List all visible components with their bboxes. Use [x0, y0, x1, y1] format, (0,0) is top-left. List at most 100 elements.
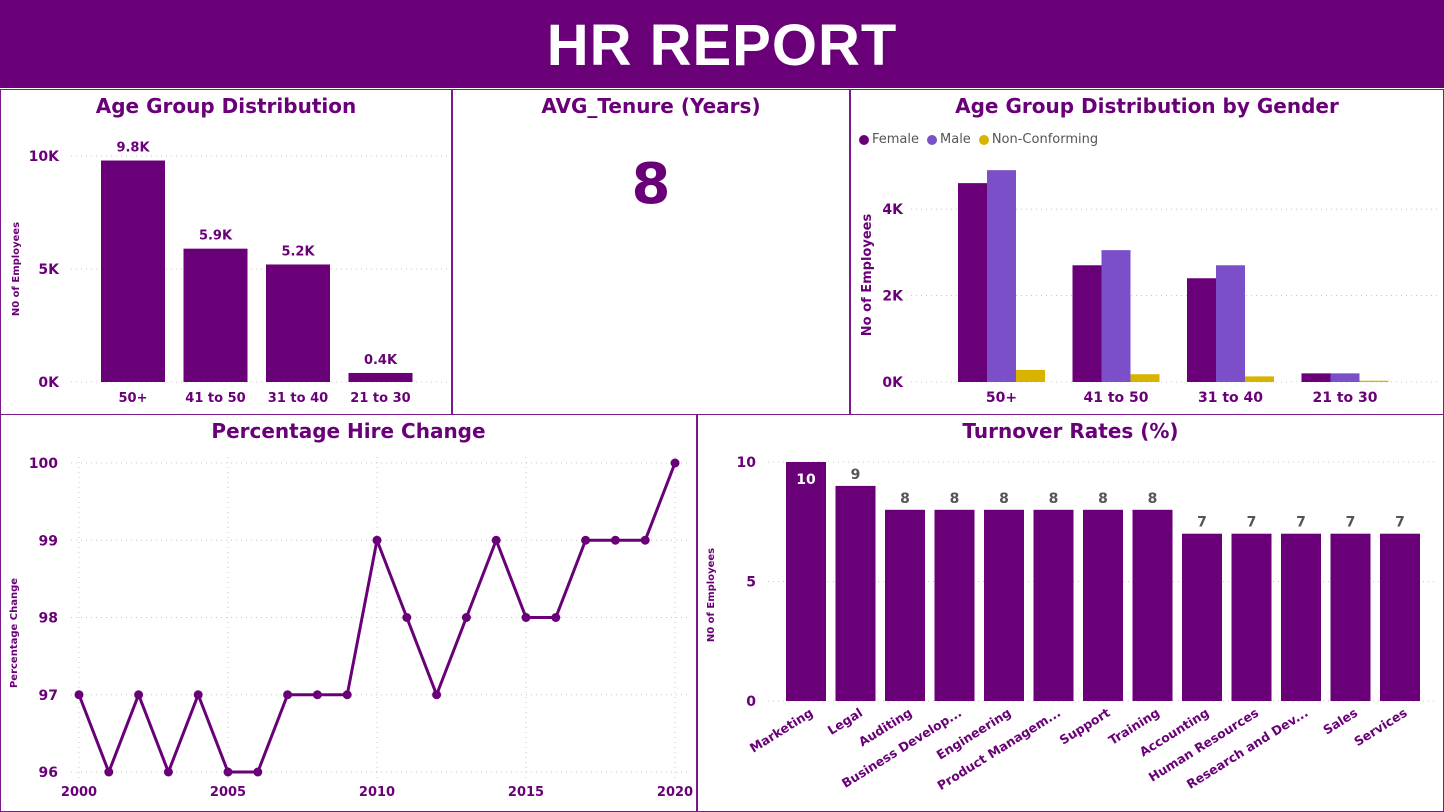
y-axis-label: N0 of Employees — [11, 222, 22, 316]
data-label: 7 — [1247, 515, 1257, 531]
data-point[interactable] — [581, 535, 591, 545]
legend-item-male[interactable]: Male — [927, 132, 971, 147]
data-point[interactable] — [610, 535, 620, 545]
bar-Legal[interactable] — [835, 485, 876, 701]
bar-50+[interactable] — [101, 160, 165, 382]
x-tick-label: 2015 — [508, 785, 544, 800]
data-label: 8 — [950, 491, 960, 507]
legend-swatch-female — [859, 134, 869, 145]
y-tick-label: 0K — [38, 375, 60, 391]
bar-Services[interactable] — [1380, 533, 1420, 701]
bar-female-41 to 50[interactable] — [1072, 265, 1102, 382]
bar-male-41 to 50[interactable] — [1101, 250, 1131, 382]
data-point[interactable] — [253, 767, 263, 777]
x-tick-label: Marketing — [747, 705, 816, 756]
y-tick-label: 0K — [882, 375, 904, 391]
data-point[interactable] — [402, 613, 412, 622]
hire-change-panel[interactable]: Percentage Hire Change 96 97 98 99 100 2000 20… — [0, 414, 697, 812]
legend-item-female[interactable]: Female — [859, 132, 919, 147]
y-axis-label: No of Employees — [860, 214, 875, 337]
bar-male-21 to 30[interactable] — [1330, 373, 1360, 382]
bar-male-50+[interactable] — [987, 170, 1016, 382]
data-point[interactable] — [640, 535, 650, 545]
x-tick-label: 21 to 30 — [1312, 390, 1377, 406]
y-tick-label: 2K — [882, 289, 904, 305]
y-tick-label: 0 — [746, 694, 756, 710]
bar-Support[interactable] — [1083, 509, 1123, 701]
age-group-panel[interactable]: Age Group Distribution 0K 5K 10K N0 of Empl… — [0, 89, 452, 415]
data-label: 8 — [900, 491, 910, 507]
data-label: 7 — [1395, 515, 1405, 531]
data-point[interactable] — [432, 690, 442, 700]
bar-Product Managem...[interactable] — [1033, 509, 1074, 701]
age-gender-legend: Female Male Non-Conforming — [859, 132, 1098, 147]
data-point[interactable] — [461, 613, 471, 622]
bar-non-conforming-31 to 40[interactable] — [1245, 376, 1274, 382]
data-point[interactable] — [551, 613, 561, 622]
data-label: 8 — [1098, 491, 1108, 507]
data-point[interactable] — [342, 690, 352, 700]
bar-male-31 to 40[interactable] — [1216, 265, 1245, 382]
y-axis-label: N0 of Employees — [706, 548, 717, 642]
bar-Auditing[interactable] — [885, 509, 925, 701]
data-point[interactable] — [312, 690, 322, 700]
legend-item-nonconforming[interactable]: Non-Conforming — [978, 132, 1098, 147]
age-gender-panel[interactable]: Age Group Distribution by Gender Female … — [850, 89, 1444, 415]
data-point[interactable] — [521, 613, 531, 622]
avg-tenure-card[interactable]: AVG_Tenure (Years) 8 — [452, 89, 850, 237]
data-label: 7 — [1296, 515, 1306, 531]
age-group-chart: 0K 5K 10K N0 of Employees 9.8K 50+ 5.9K 41 to 5… — [11, 141, 447, 406]
age-group-title: Age Group Distribution — [95, 94, 357, 118]
bar-Sales[interactable] — [1330, 533, 1371, 701]
x-tick-label: Legal — [825, 705, 865, 738]
bar-Engineering[interactable] — [984, 509, 1024, 701]
hire-change-title: Percentage Hire Change — [211, 419, 486, 443]
bar-non-conforming-21 to 30[interactable] — [1359, 380, 1389, 382]
data-label: 7 — [1346, 515, 1356, 531]
y-tick-label: 4K — [882, 202, 904, 218]
y-tick-label: 5K — [38, 262, 60, 278]
data-point[interactable] — [372, 535, 382, 545]
x-tick-label: 21 to 30 — [350, 391, 410, 406]
data-point[interactable] — [74, 690, 84, 700]
bar-21 to 30[interactable] — [348, 372, 413, 382]
avg-tenure-title: AVG_Tenure (Years) — [541, 94, 761, 118]
x-tick-label: 2000 — [61, 785, 97, 800]
bar-female-31 to 40[interactable] — [1187, 278, 1216, 382]
bar-Marketing[interactable] — [786, 462, 826, 701]
bar-Human Resources[interactable] — [1231, 533, 1272, 701]
legend-swatch-male — [927, 134, 938, 145]
empty-panel — [452, 236, 850, 415]
data-label: 9.8K — [116, 141, 150, 156]
data-point[interactable] — [134, 690, 144, 700]
x-tick-label: 50+ — [119, 391, 148, 406]
data-point[interactable] — [104, 767, 114, 777]
data-point[interactable] — [283, 690, 293, 700]
data-point[interactable] — [223, 767, 233, 777]
x-tick-label: 2020 — [657, 785, 693, 800]
bar-Training[interactable] — [1132, 509, 1173, 701]
turnover-panel[interactable]: Turnover Rates (%) 0 5 10 N0 of Employees 10… — [697, 414, 1444, 812]
data-label: 10 — [796, 472, 816, 488]
bar-female-50+[interactable] — [958, 183, 987, 382]
legend-label-male: Male — [940, 132, 971, 147]
data-point[interactable] — [670, 458, 680, 468]
data-label: 7 — [1197, 515, 1207, 531]
bar-Business Develop...[interactable] — [934, 509, 975, 701]
bar-non-conforming-41 to 50[interactable] — [1130, 374, 1160, 382]
report-title: HR REPORT — [0, 0, 1444, 88]
x-tick-label: Support — [1057, 705, 1113, 748]
bar-Accounting[interactable] — [1182, 533, 1222, 701]
avg-tenure-value: 8 — [631, 152, 671, 217]
data-point[interactable] — [193, 690, 203, 700]
bar-Research and Dev...[interactable] — [1281, 533, 1321, 701]
data-point[interactable] — [163, 767, 173, 777]
data-point[interactable] — [491, 535, 501, 545]
bar-female-21 to 30[interactable] — [1301, 373, 1331, 382]
x-tick-label: 2010 — [359, 785, 395, 800]
bar-41 to 50[interactable] — [183, 248, 248, 382]
bar-31 to 40[interactable] — [266, 264, 330, 382]
bar-non-conforming-50+[interactable] — [1016, 369, 1045, 382]
y-tick-label: 99 — [39, 533, 58, 549]
